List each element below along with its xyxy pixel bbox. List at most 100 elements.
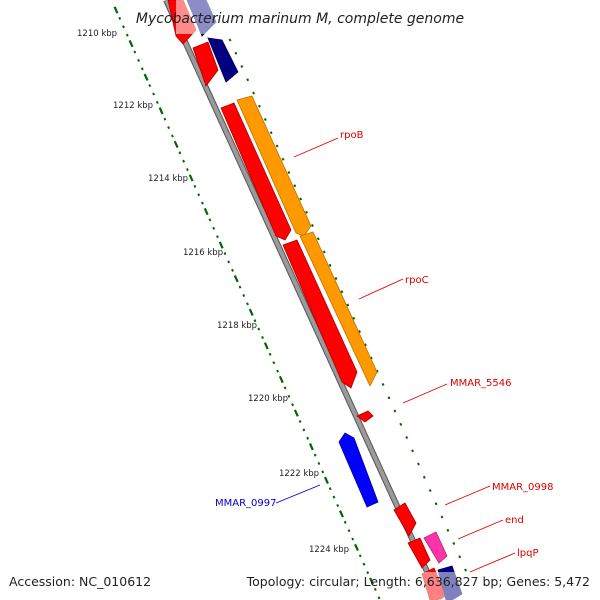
ruler-tick xyxy=(252,91,255,95)
ruler-tick xyxy=(268,352,272,356)
ruler-tick xyxy=(218,241,224,249)
ruler-tick xyxy=(417,462,420,466)
gene-box[interactable] xyxy=(176,0,220,34)
gene-arrow[interactable] xyxy=(423,531,448,564)
label-leaders xyxy=(275,137,516,573)
ruler-tick xyxy=(246,78,250,82)
gene-label-MMAR_0997[interactable]: MMAR_0997 xyxy=(215,498,277,509)
ruler-tick xyxy=(140,67,144,71)
ruler-tick xyxy=(366,571,370,575)
genome-summary-text: Topology: circular; Length: 6,636,827 bp… xyxy=(246,574,590,589)
gene-arrow[interactable] xyxy=(236,95,312,237)
ruler-tick xyxy=(328,263,332,267)
ruler-tick xyxy=(428,488,432,493)
gene-arrow[interactable] xyxy=(338,432,379,508)
gene-arrow[interactable] xyxy=(207,37,239,83)
gene-label-MMAR_5546[interactable]: MMAR_5546 xyxy=(450,378,512,389)
ruler-tick xyxy=(170,134,174,138)
ruler-tick xyxy=(231,268,234,272)
ruler-tick xyxy=(272,361,276,365)
ruler-tick xyxy=(125,33,129,37)
ruler-tick xyxy=(293,409,299,417)
gene-label-rpoC[interactable]: rpoC xyxy=(405,275,429,286)
ruler-tick xyxy=(167,126,171,130)
ruler-tick xyxy=(158,107,164,115)
gene-label-end[interactable]: end xyxy=(505,515,524,526)
ruler-tick xyxy=(313,453,317,457)
ruler-tick xyxy=(258,104,261,108)
ruler-tick xyxy=(253,319,257,323)
ruler-tick xyxy=(208,218,212,222)
ruler-tick xyxy=(263,342,269,350)
tick-label: 1212 kbp xyxy=(113,101,153,111)
tick-label: 1210 kbp xyxy=(77,29,117,39)
ruler-tick xyxy=(308,443,314,451)
ruler-tick xyxy=(137,58,140,62)
ruler-tick xyxy=(321,470,325,474)
ruler-tick xyxy=(336,503,340,508)
ruler-tick xyxy=(287,170,291,175)
ruler-tick xyxy=(212,226,216,230)
ruler-tick xyxy=(163,117,167,121)
ruler-tick xyxy=(452,541,456,546)
gene-label-MMAR_0998[interactable]: MMAR_0998 xyxy=(492,482,554,493)
ruler-tick xyxy=(291,403,295,407)
ruler-tick xyxy=(240,64,244,69)
ruler-tick xyxy=(118,16,122,20)
ruler-tick xyxy=(113,6,119,14)
ruler-tick xyxy=(422,475,426,479)
ruler-tick xyxy=(338,510,344,518)
ruler-tick xyxy=(193,184,197,188)
ruler-tick xyxy=(347,529,351,533)
ruler-tick xyxy=(257,327,261,331)
ruler-labels: 1210 kbp 1212 kbp 1214 kbp 1216 kbp 1218… xyxy=(77,29,349,555)
ruler-tick xyxy=(216,235,219,239)
gene-arrow[interactable] xyxy=(393,502,417,537)
accession-text: Accession: NC_010612 xyxy=(9,574,151,589)
ruler-tick xyxy=(306,436,310,440)
ruler-tick xyxy=(351,537,355,541)
ruler-tick xyxy=(281,157,285,161)
ruler-tick xyxy=(228,38,232,42)
gene-label-lpqP[interactable]: lpqP xyxy=(517,548,539,559)
ruler-tick xyxy=(446,528,450,532)
ruler-tick xyxy=(369,356,373,360)
ruler-tick xyxy=(182,159,186,163)
ruler-tick xyxy=(364,343,367,347)
gene-arrow[interactable] xyxy=(192,41,219,87)
ruler-tick xyxy=(152,92,156,96)
ruler-tick xyxy=(143,73,149,81)
ruler-tick xyxy=(464,568,467,572)
ruler-tick xyxy=(197,193,201,197)
ruler-tick xyxy=(242,294,246,297)
ruler-tick xyxy=(128,39,134,48)
ruler-tick xyxy=(358,330,361,333)
ruler-tick xyxy=(185,168,189,172)
gene-arrow[interactable] xyxy=(220,102,292,241)
ruler-tick xyxy=(238,285,242,289)
ruler-tick xyxy=(334,276,338,281)
ruler-tick xyxy=(399,422,403,426)
ruler-tick xyxy=(311,224,314,227)
ruler-tick xyxy=(263,117,267,122)
gene-arrow[interactable] xyxy=(299,231,378,387)
ruler-dots xyxy=(113,6,381,600)
ruler-tick xyxy=(346,303,350,307)
gene-features xyxy=(167,0,468,600)
ruler-tick xyxy=(405,435,409,440)
gene-label-rpoB[interactable]: rpoB xyxy=(340,130,364,141)
ruler-tick xyxy=(332,495,336,499)
ruler-tick xyxy=(122,25,125,29)
ruler-tick xyxy=(248,308,254,316)
gene-box[interactable] xyxy=(420,572,468,600)
ruler-tick xyxy=(227,260,231,264)
backbone xyxy=(163,0,443,600)
gene-arrow[interactable] xyxy=(356,410,374,423)
gene-arrow[interactable] xyxy=(407,537,431,569)
ruler-tick xyxy=(393,409,397,413)
ruler-tick xyxy=(298,419,302,424)
gene-arrow[interactable] xyxy=(282,239,358,389)
ruler-tick xyxy=(343,520,347,524)
ruler-tick xyxy=(340,290,344,294)
